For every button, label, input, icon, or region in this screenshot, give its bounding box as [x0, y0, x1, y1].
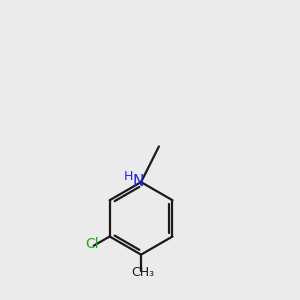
Text: N: N [132, 174, 144, 189]
Text: Cl: Cl [85, 237, 99, 251]
Text: H: H [124, 170, 133, 183]
Text: CH₃: CH₃ [131, 266, 154, 279]
